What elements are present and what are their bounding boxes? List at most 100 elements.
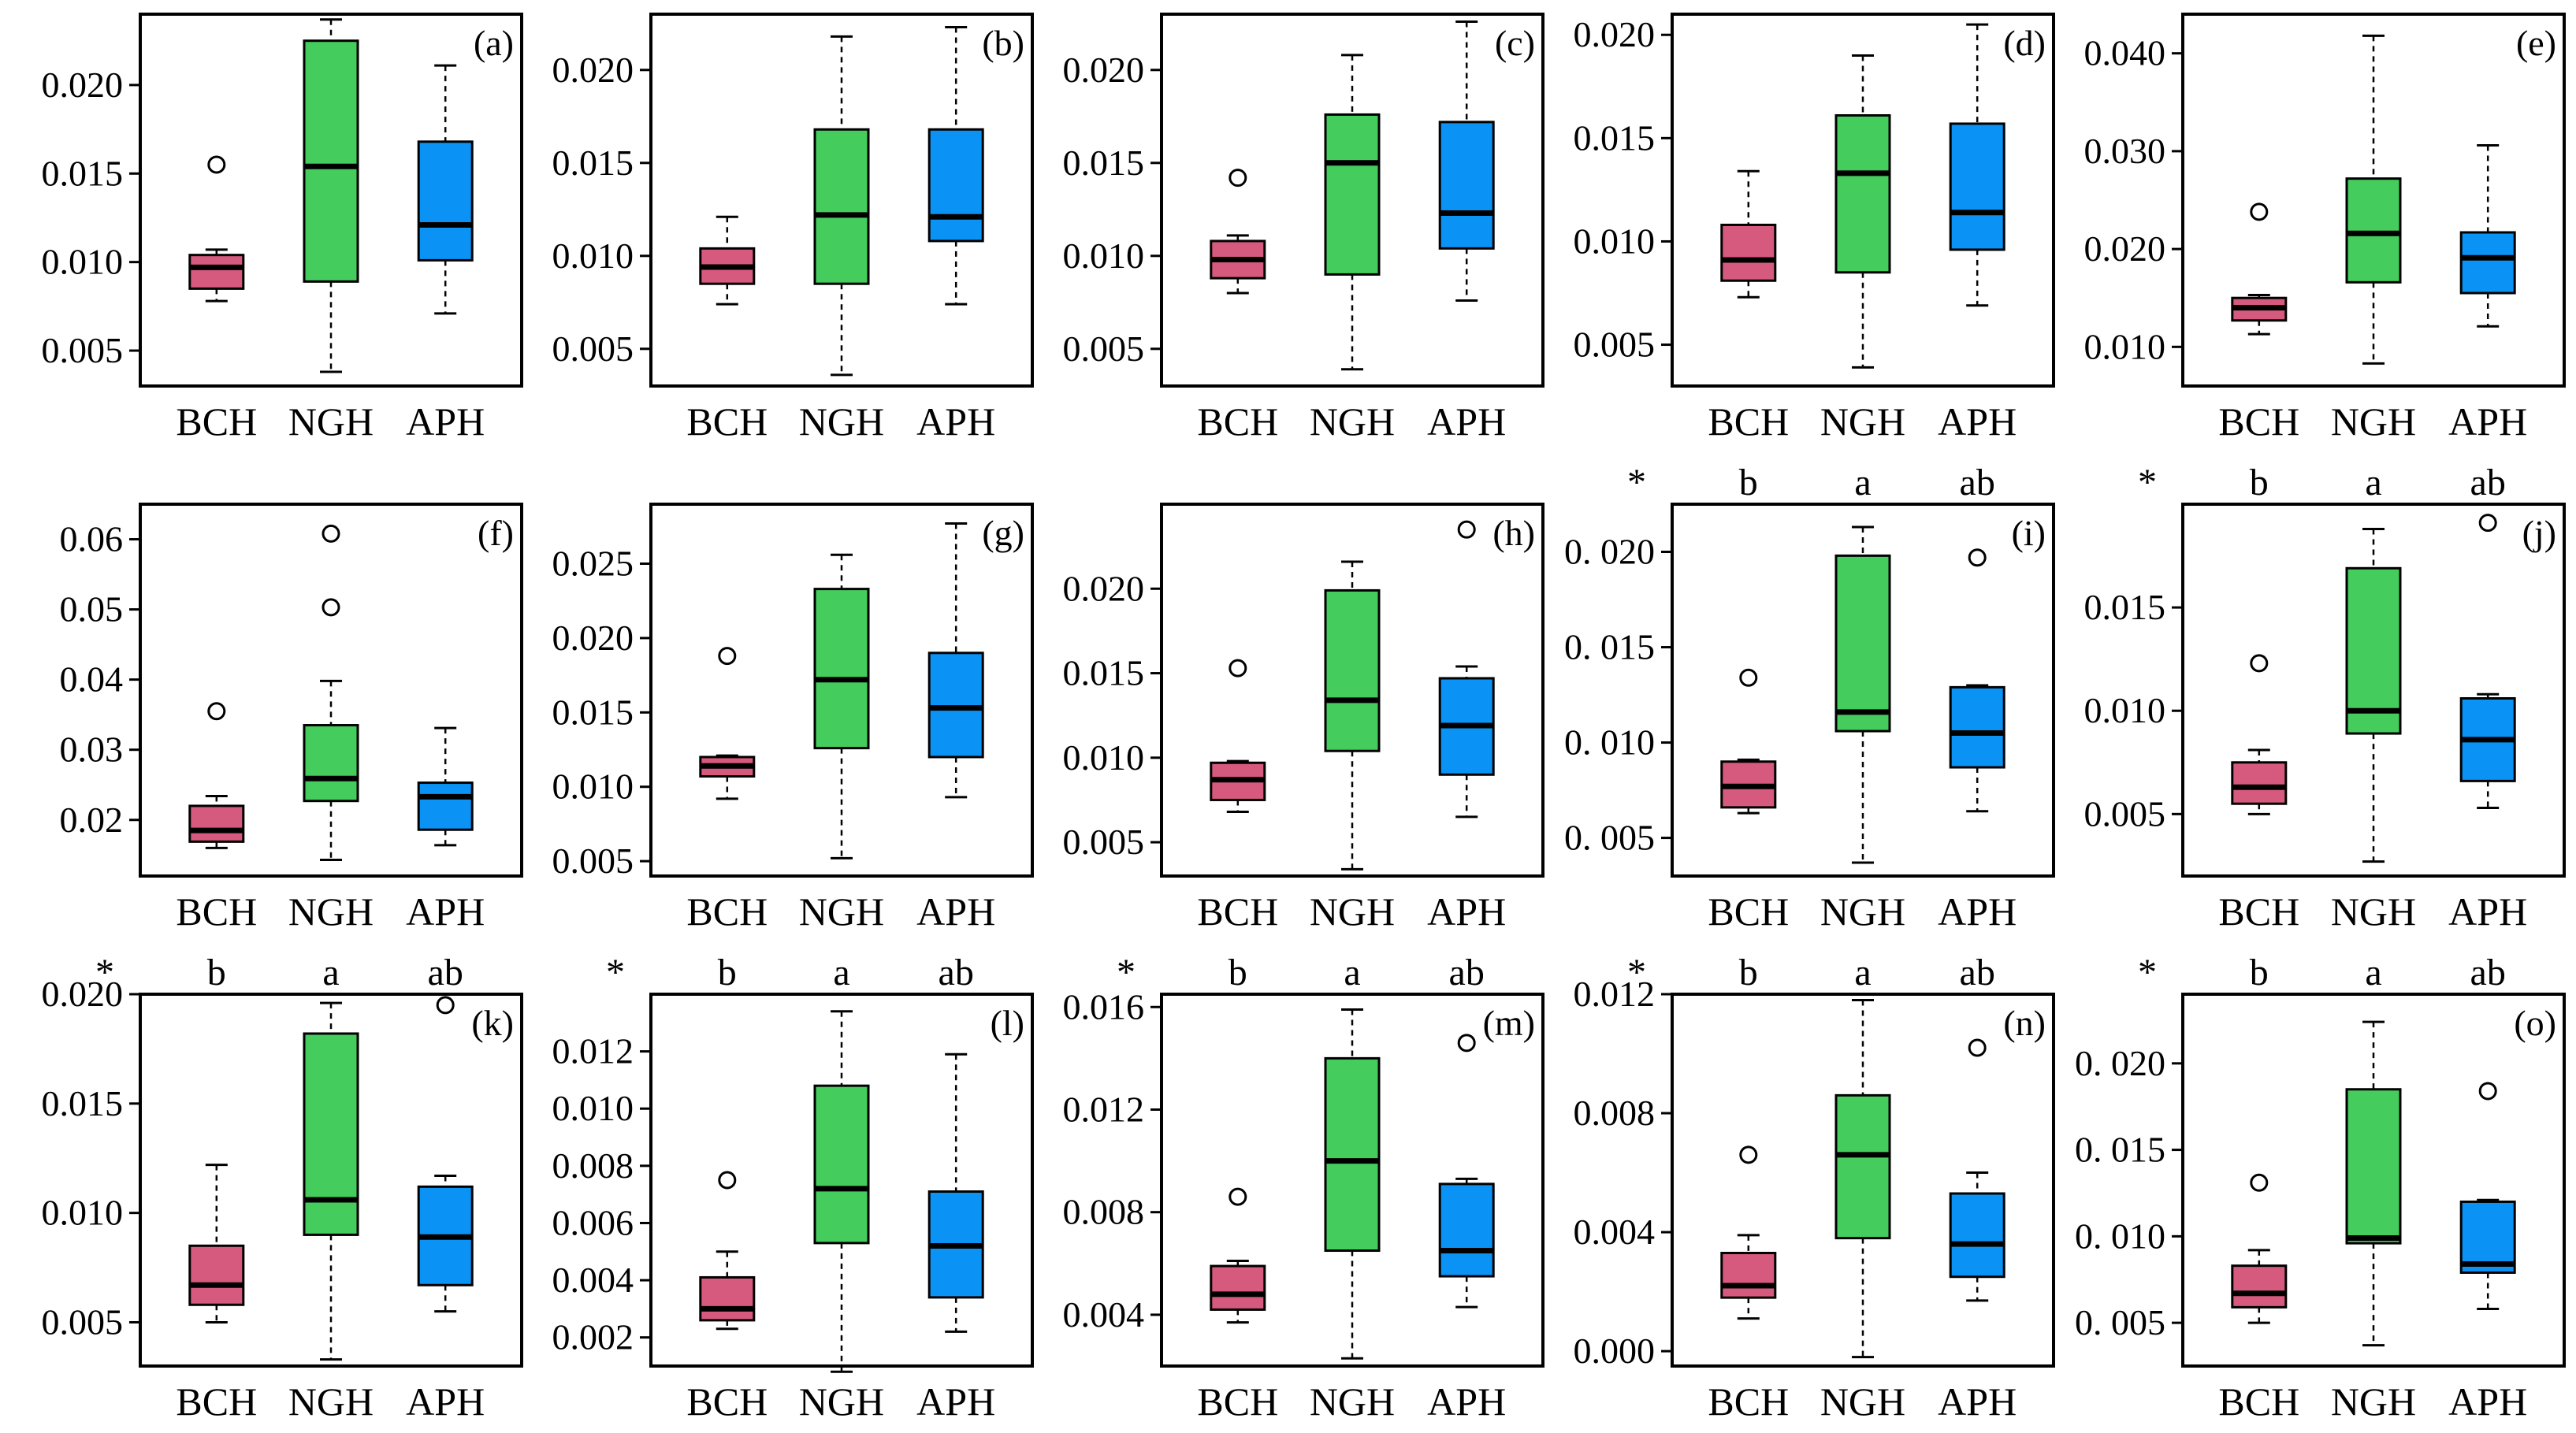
box-ngh — [813, 1010, 870, 1373]
significance-star: * — [95, 952, 114, 993]
outlier-point — [1229, 659, 1247, 678]
y-tick-label: 0.010 — [1063, 236, 1145, 276]
x-category-label: BCH — [1197, 399, 1278, 444]
panel-m: 0.004 0.008 0.012 0.016 (m) BCH NGH APH * b a ab — [1063, 952, 1544, 1424]
x-category-label: NGH — [2331, 889, 2416, 934]
x-category-label: APH — [1427, 889, 1506, 934]
outlier-point — [2478, 514, 2497, 533]
iqr-box — [1438, 121, 1495, 250]
y-tick-label: 0.005 — [2084, 793, 2166, 833]
iqr-box — [1438, 1182, 1495, 1278]
y-tick-label: 0.008 — [1063, 1192, 1145, 1232]
significance-letter: a — [1344, 952, 1360, 993]
panel-f: 0.02 0.03 0.04 0.05 0.06 (f) BCH NGH APH — [60, 503, 523, 934]
y-tick-label: 0.02 — [60, 800, 124, 840]
significance-letter: ab — [1449, 952, 1485, 993]
x-category-label: NGH — [2331, 1379, 2416, 1424]
y-tick-label: 0.05 — [60, 589, 124, 629]
panel-c: 0.005 0.010 0.015 0.020 (c) BCH NGH APH — [1063, 13, 1544, 444]
y-tick-label: 0. 020 — [1564, 532, 1655, 572]
x-category-label: BCH — [1197, 1379, 1278, 1424]
outlier-point — [2250, 1173, 2269, 1192]
y-tick-label: 0.005 — [552, 841, 634, 881]
box-aph — [927, 522, 984, 799]
significance-letter: a — [2365, 952, 2381, 993]
y-tick-label: 0.010 — [552, 1088, 634, 1128]
y-tick-label: 0.004 — [1063, 1294, 1145, 1335]
outlier-point — [436, 996, 455, 1015]
outlier-point — [2250, 654, 2269, 673]
x-category-label: BCH — [2218, 1379, 2299, 1424]
x-category-label: NGH — [288, 1379, 374, 1424]
x-category-label: APH — [1938, 1379, 2017, 1424]
significance-letter: b — [2250, 952, 2269, 993]
outlier-point — [322, 524, 340, 543]
iqr-box — [188, 254, 245, 290]
iqr-box — [188, 1244, 245, 1306]
significance-letter: b — [1739, 952, 1758, 993]
plot-frame — [2181, 503, 2566, 878]
significance-letter: ab — [2470, 952, 2506, 993]
outlier-point — [207, 702, 226, 721]
box-bch — [1720, 1145, 1777, 1320]
box-aph — [1949, 1038, 2005, 1302]
panel-label: (f) — [478, 513, 514, 553]
box-ngh — [1834, 54, 1891, 369]
y-tick-label: 0.015 — [1574, 117, 1656, 158]
iqr-box — [927, 652, 984, 759]
box-ngh — [1834, 999, 1891, 1359]
significance-letter: a — [833, 952, 849, 993]
iqr-box — [813, 588, 870, 750]
box-ngh — [303, 18, 359, 373]
iqr-box — [813, 1084, 870, 1245]
iqr-box — [2459, 1200, 2516, 1274]
outlier-point — [2250, 202, 2269, 221]
x-category-label: BCH — [176, 889, 257, 934]
iqr-box — [2345, 177, 2402, 284]
panel-label: (i) — [2012, 513, 2046, 553]
iqr-box — [303, 724, 359, 803]
significance-letter: b — [1229, 952, 1247, 993]
box-ngh — [303, 1001, 359, 1361]
x-category-label: NGH — [1820, 399, 1905, 444]
significance-star: * — [2138, 462, 2157, 503]
iqr-box — [1324, 113, 1381, 276]
panel-i: 0. 005 0. 010 0. 015 0. 020 (i) BCH NGH APH * b a a… — [1564, 462, 2055, 934]
iqr-box — [699, 1275, 756, 1322]
plot-frame — [649, 13, 1034, 388]
iqr-box — [2231, 761, 2288, 805]
iqr-box — [417, 140, 474, 262]
box-aph — [2459, 1082, 2516, 1311]
y-tick-label: 0.015 — [42, 1083, 124, 1123]
panel-label: (k) — [471, 1003, 514, 1043]
x-category-label: APH — [406, 889, 485, 934]
y-tick-label: 0. 010 — [2075, 1216, 2165, 1256]
box-bch — [2231, 202, 2288, 336]
iqr-box — [303, 1032, 359, 1236]
iqr-box — [2345, 1088, 2402, 1245]
iqr-box — [1834, 1093, 1891, 1240]
x-category-label: BCH — [686, 889, 768, 934]
panel-label: (j) — [2522, 513, 2556, 553]
x-category-label: NGH — [1820, 889, 1905, 934]
iqr-box — [927, 128, 984, 243]
box-ngh — [2345, 527, 2402, 863]
significance-star: * — [2138, 952, 2157, 993]
x-category-label: BCH — [2218, 889, 2299, 934]
x-category-label: BCH — [176, 399, 257, 444]
panel-a: 0.005 0.010 0.015 0.020 (a) BCH NGH APH — [42, 13, 523, 444]
box-aph — [417, 64, 474, 315]
box-ngh — [1324, 560, 1381, 871]
significance-letter: b — [2250, 462, 2269, 503]
panel-b: 0.005 0.010 0.015 0.020 (b) BCH NGH APH — [552, 13, 1034, 444]
iqr-box — [1949, 1192, 2005, 1279]
panel-k: 0.005 0.010 0.015 0.020 (k) BCH NGH APH * b a ab — [42, 952, 523, 1424]
x-category-label: APH — [2448, 1379, 2527, 1424]
plot-frame — [1671, 13, 2055, 388]
plot-frame — [1160, 503, 1544, 878]
panel-d: 0.005 0.010 0.015 0.020 (d) BCH NGH APH — [1574, 13, 2055, 444]
panel-label: (c) — [1495, 23, 1535, 63]
y-tick-label: 0.020 — [1063, 568, 1145, 608]
box-aph — [1438, 20, 1495, 302]
panel-n: 0.000 0.004 0.008 0.012 (n) BCH NGH APH * b a ab — [1574, 952, 2055, 1424]
